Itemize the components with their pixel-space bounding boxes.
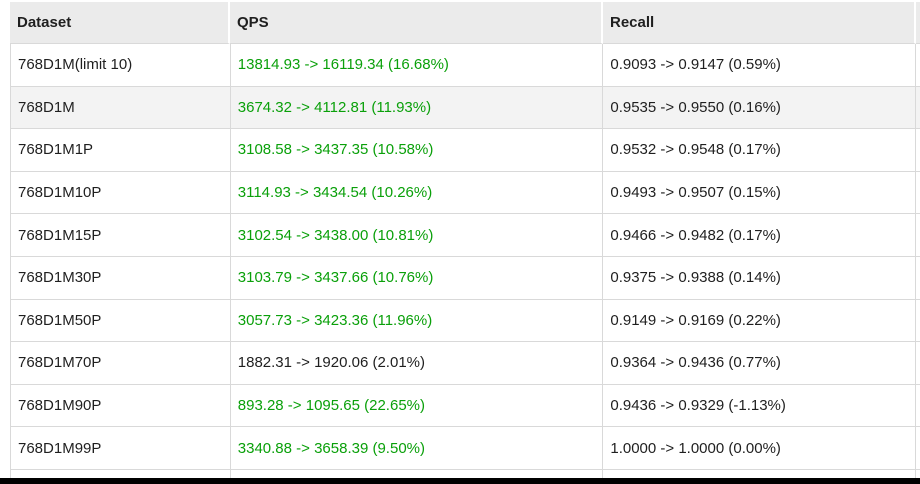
qps-cell: 13814.93 -> 16119.34 (16.68%) [231, 44, 604, 86]
qps-cell: 3108.58 -> 3437.35 (10.58%) [231, 129, 604, 171]
clipped-cell [916, 470, 920, 478]
table-row: 768D1M10P 3114.93 -> 3434.54 (10.26%) 0.94… [10, 171, 920, 215]
dataset-cell: 768D1M30P [11, 256, 231, 299]
table-row: 768D1M70P 1882.31 -> 1920.06 (2.01%) 0.936… [10, 342, 920, 385]
clipped-partial-row [10, 469, 920, 478]
qps-cell: 3340.88 -> 3658.39 (9.50%) [231, 427, 604, 469]
recall-cell: 0.9093 -> 0.9147 (0.59%) [603, 44, 917, 86]
qps-cell: 893.28 -> 1095.65 (22.65%) [231, 384, 604, 427]
clipped-cell [916, 129, 920, 171]
qps-cell: 3103.79 -> 3437.66 (10.76%) [231, 256, 604, 299]
dataset-cell: 768D1M70P [11, 342, 231, 384]
clipped-cell [916, 300, 920, 342]
table-row: 768D1M1P 3108.58 -> 3437.35 (10.58%) 0.953… [10, 129, 920, 172]
recall-cell: 0.9364 -> 0.9436 (0.77%) [603, 342, 917, 384]
recall-cell: 0.9149 -> 0.9169 (0.22%) [603, 299, 917, 342]
table-header-row: Dataset QPS Recall [10, 2, 920, 44]
qps-cell: 3102.54 -> 3438.00 (10.81%) [231, 214, 604, 256]
qps-cell: 1882.31 -> 1920.06 (2.01%) [231, 342, 604, 384]
recall-cell: 0.9375 -> 0.9388 (0.14%) [603, 256, 917, 299]
qps-cell: 3057.73 -> 3423.36 (11.96%) [231, 299, 604, 342]
table-row: 768D1M90P 893.28 -> 1095.65 (22.65%) 0.943… [10, 384, 920, 428]
dataset-cell: 768D1M10P [11, 171, 231, 214]
dataset-cell: 768D1M [11, 86, 231, 129]
column-header-clipped [916, 2, 920, 44]
table-row: 768D1M50P 3057.73 -> 3423.36 (11.96%) 0.91… [10, 299, 920, 343]
clipped-cell [916, 214, 920, 256]
dataset-cell: 768D1M(limit 10) [11, 44, 231, 86]
clipped-cell [231, 469, 604, 478]
clipped-cell [916, 44, 920, 86]
clipped-cell [11, 469, 231, 478]
clipped-cell [916, 342, 920, 384]
table-row: 768D1M15P 3102.54 -> 3438.00 (10.81%) 0.94… [10, 214, 920, 257]
table-row: 768D1M30P 3103.79 -> 3437.66 (10.76%) 0.93… [10, 256, 920, 300]
column-header-qps: QPS [230, 2, 603, 44]
recall-cell: 0.9535 -> 0.9550 (0.16%) [603, 86, 917, 129]
dataset-cell: 768D1M90P [11, 384, 231, 427]
table-row: 768D1M 3674.32 -> 4112.81 (11.93%) 0.9535 … [10, 86, 920, 130]
qps-cell: 3674.32 -> 4112.81 (11.93%) [231, 86, 604, 129]
clipped-cell [916, 385, 920, 427]
clipped-cell [916, 87, 920, 129]
column-header-dataset: Dataset [10, 2, 230, 44]
clipped-cell [916, 257, 920, 299]
table-row: 768D1M99P 3340.88 -> 3658.39 (9.50%) 1.000… [10, 427, 920, 470]
recall-cell: 1.0000 -> 1.0000 (0.00%) [603, 427, 917, 469]
window-bottom-edge [0, 478, 920, 484]
dataset-cell: 768D1M50P [11, 299, 231, 342]
qps-cell: 3114.93 -> 3434.54 (10.26%) [231, 171, 604, 214]
clipped-cell [916, 427, 920, 469]
dataset-cell: 768D1M99P [11, 427, 231, 469]
clipped-cell [603, 469, 917, 478]
recall-cell: 0.9466 -> 0.9482 (0.17%) [603, 214, 917, 256]
column-header-recall: Recall [603, 2, 916, 44]
recall-cell: 0.9436 -> 0.9329 (-1.13%) [603, 384, 917, 427]
benchmark-results-table: Dataset QPS Recall 768D1M(limit 10) 13814… [10, 2, 920, 478]
table-row: 768D1M(limit 10) 13814.93 -> 16119.34 (16… [10, 44, 920, 87]
table-body: 768D1M(limit 10) 13814.93 -> 16119.34 (16… [10, 44, 920, 470]
recall-cell: 0.9493 -> 0.9507 (0.15%) [603, 171, 917, 214]
dataset-cell: 768D1M15P [11, 214, 231, 256]
dataset-cell: 768D1M1P [11, 129, 231, 171]
clipped-cell [916, 172, 920, 214]
recall-cell: 0.9532 -> 0.9548 (0.17%) [603, 129, 917, 171]
